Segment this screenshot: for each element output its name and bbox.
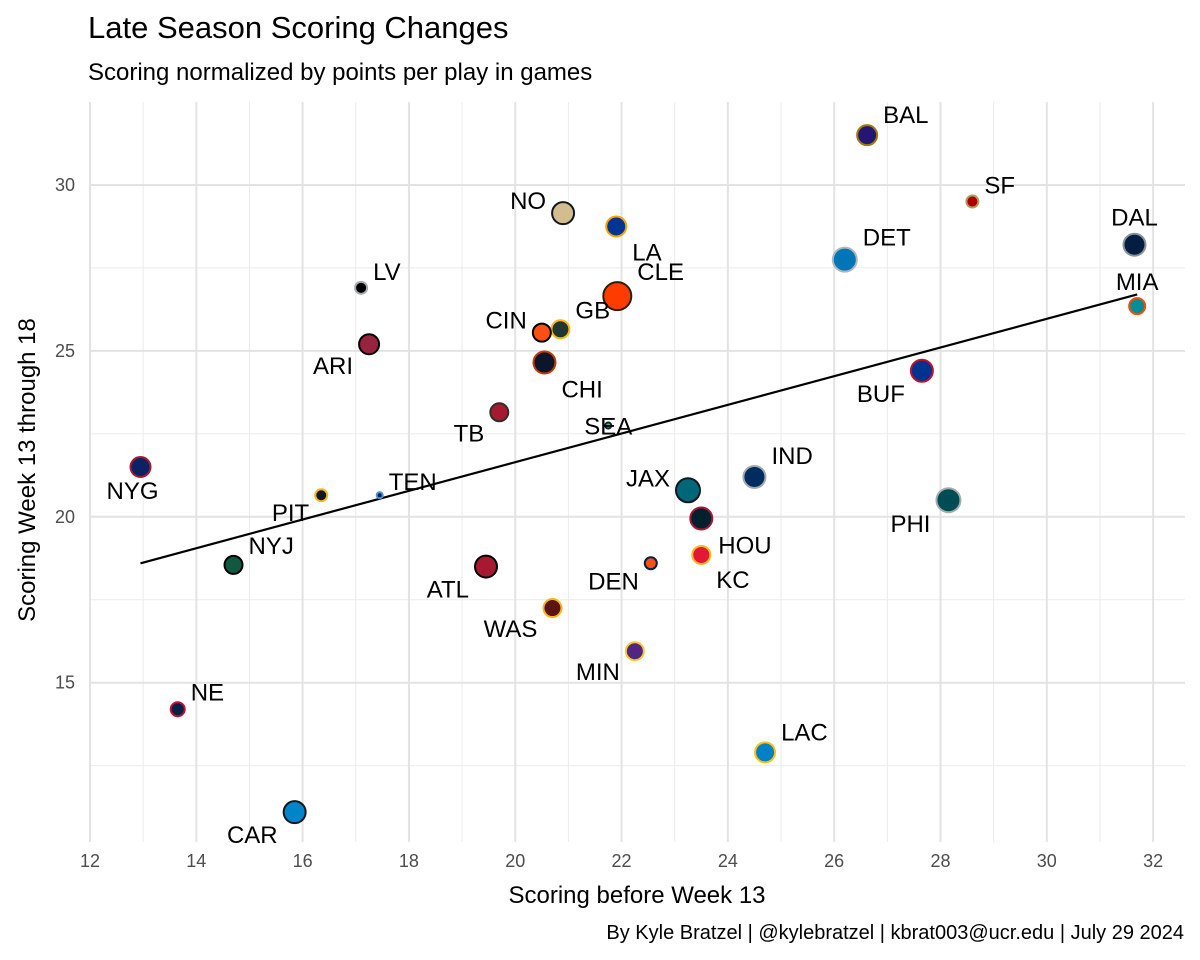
team-label-was: WAS: [484, 616, 538, 643]
team-point-was: [542, 598, 563, 619]
team-point-lv: [354, 280, 369, 295]
team-label-lac: LAC: [781, 719, 828, 746]
team-point-cin: [531, 322, 552, 343]
team-point-chi: [532, 350, 557, 375]
team-label-kc: KC: [716, 567, 749, 594]
x-axis-title: Scoring before Week 13: [508, 882, 765, 909]
team-point-det: [831, 246, 858, 273]
team-point-tb: [489, 402, 510, 423]
team-point-mia: [1128, 297, 1147, 316]
y-tick-label: 30: [55, 175, 75, 195]
x-tick-label: 18: [399, 851, 419, 871]
team-label-sf: SF: [984, 173, 1015, 200]
team-point-jax: [674, 477, 701, 504]
team-point-hou: [689, 506, 714, 531]
x-tick-label: 20: [505, 851, 525, 871]
team-label-hou: HOU: [718, 532, 771, 559]
team-point-min: [624, 641, 645, 662]
team-label-ten: TEN: [389, 469, 437, 496]
chart-subtitle: Scoring normalized by points per play in…: [88, 59, 593, 86]
team-label-det: DET: [863, 225, 911, 252]
y-tick-label: 15: [55, 673, 75, 693]
team-point-sea: [604, 421, 613, 430]
x-tick-label: 22: [612, 851, 632, 871]
team-label-nyj: NYJ: [249, 533, 294, 560]
team-label-mia: MIA: [1116, 269, 1159, 296]
team-point-ind: [742, 464, 767, 489]
team-label-den: DEN: [588, 568, 639, 595]
team-label-chi: CHI: [561, 376, 602, 403]
x-tick-label: 28: [930, 851, 950, 871]
team-point-cle: [602, 281, 633, 312]
team-point-bal: [856, 124, 879, 147]
team-point-kc: [691, 544, 712, 565]
x-tick-label: 24: [718, 851, 738, 871]
team-point-dal: [1122, 232, 1147, 257]
chart-caption: By Kyle Bratzel | @kylebratzel | kbrat00…: [606, 922, 1184, 944]
team-point-phi: [935, 487, 962, 514]
team-point-buf: [909, 358, 934, 383]
team-point-ten: [375, 491, 384, 500]
x-tick-label: 26: [824, 851, 844, 871]
team-label-tb: TB: [454, 420, 485, 447]
x-tick-label: 32: [1143, 851, 1163, 871]
team-point-atl: [474, 554, 499, 579]
team-label-pit: PIT: [272, 500, 310, 527]
team-label-phi: PHI: [890, 511, 930, 538]
team-label-lv: LV: [373, 259, 401, 286]
team-label-ne: NE: [191, 679, 224, 706]
team-label-bal: BAL: [883, 102, 928, 129]
team-label-jax: JAX: [626, 465, 670, 492]
team-point-gb: [550, 319, 571, 340]
team-point-nyg: [129, 456, 152, 479]
grid-lines: [89, 102, 1185, 842]
x-tick-label: 30: [1037, 851, 1057, 871]
team-label-nyg: NYG: [106, 478, 158, 505]
y-tick-label: 25: [55, 341, 75, 361]
team-label-no: NO: [510, 188, 546, 215]
team-point-ari: [358, 333, 381, 356]
team-point-lac: [754, 741, 777, 764]
team-label-car: CAR: [227, 822, 278, 849]
team-label-atl: ATL: [427, 577, 469, 604]
chart-title: Late Season Scoring Changes: [88, 10, 509, 45]
team-label-cle: CLE: [637, 259, 684, 286]
team-point-pit: [314, 488, 329, 503]
team-point-nyj: [223, 554, 244, 575]
team-label-cin: CIN: [485, 308, 526, 335]
axis-ticks: 12 14 16 18 20 22 24 26 28 30 32 15 20 25 30: [55, 175, 1163, 871]
team-label-sea: SEA: [584, 414, 632, 441]
x-tick-label: 14: [186, 851, 206, 871]
x-tick-label: 12: [80, 851, 100, 871]
team-label-buf: BUF: [857, 381, 905, 408]
team-point-ne: [169, 701, 186, 718]
team-label-dal: DAL: [1111, 205, 1158, 232]
y-axis-title: Scoring Week 13 through 18: [14, 318, 41, 622]
team-point-la: [605, 215, 628, 238]
team-label-ari: ARI: [313, 353, 353, 380]
team-label-gb: GB: [575, 297, 610, 324]
team-point-sf: [965, 194, 980, 209]
data-points: [129, 124, 1147, 825]
trend-line: [140, 293, 1138, 565]
x-tick-label: 16: [293, 851, 313, 871]
y-tick-label: 20: [55, 507, 75, 527]
team-point-car: [282, 800, 307, 825]
team-point-den: [643, 556, 658, 571]
team-point-no: [551, 201, 576, 226]
team-label-ind: IND: [771, 443, 812, 470]
team-label-min: MIN: [576, 659, 620, 686]
trend-line-layer: [140, 293, 1138, 565]
team-label-la: LA: [632, 239, 661, 266]
